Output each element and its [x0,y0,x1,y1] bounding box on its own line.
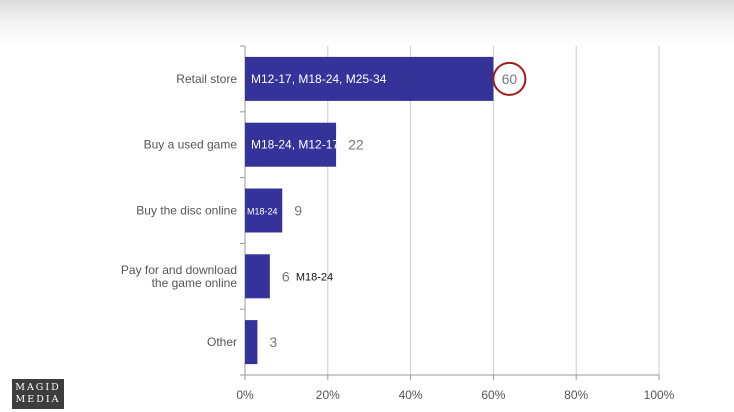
value-label: 22 [348,137,364,153]
category-label: Other [207,335,237,349]
x-tick-label: 40% [399,388,423,402]
magid-media-logo: MAGID MEDIA [12,379,64,409]
bar [245,254,270,299]
bar [245,188,283,233]
category-label: Buy the disc online [136,204,237,218]
bar [245,56,494,101]
bar-segment-label: M18-24, M12-17 [251,138,339,152]
category-label: Pay for and download the game online [121,263,237,290]
x-tick-label: 60% [481,388,505,402]
bar-segment-label: M18-24 [296,271,333,283]
category-label: Buy a used game [144,138,238,152]
value-label: 9 [294,203,302,219]
bar [245,320,258,365]
x-tick-label: 20% [316,388,340,402]
value-label: 6 [282,268,290,284]
value-label: 60 [502,71,518,87]
highlight-circle [492,61,527,96]
x-tick-label: 0% [236,388,254,402]
logo-line-1: MAGID [15,382,61,393]
x-tick-label: 80% [564,388,588,402]
logo-line-2: MEDIA [15,394,61,405]
bar-segment-label: M12-17, M18-24, M25-34 [251,72,387,86]
value-label: 3 [269,334,277,350]
x-tick-label: 100% [644,388,675,402]
bar-segment-label: M18-24 [247,207,278,217]
bar [245,122,337,167]
category-label: Retail store [176,72,237,86]
